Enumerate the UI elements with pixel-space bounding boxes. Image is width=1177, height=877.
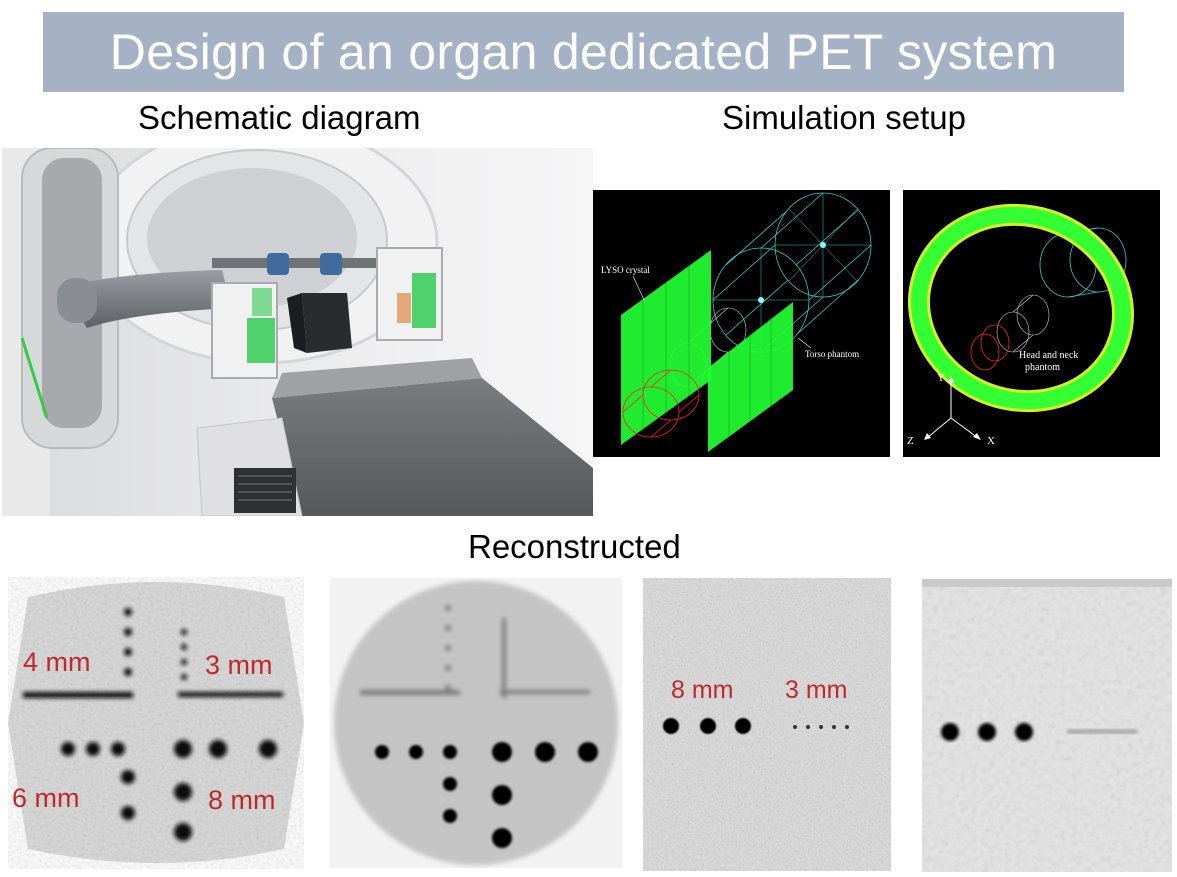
reconstructed-heading: Reconstructed xyxy=(468,528,681,565)
recon1-6mm-label: 6 mm xyxy=(12,783,80,813)
page-title: Design of an organ dedicated PET system xyxy=(109,24,1058,80)
recon3-8mm-label: 8 mm xyxy=(671,676,734,704)
title-bar: Design of an organ dedicated PET system xyxy=(43,12,1124,92)
recon-image-4 xyxy=(922,579,1172,872)
recon-image-2 xyxy=(330,578,622,868)
head-neck-label-line1: Head and neck xyxy=(1019,350,1078,361)
axis-z-label: Z xyxy=(907,435,914,447)
lyso-label: LYSO crystal xyxy=(601,265,650,275)
axis-x-label: X xyxy=(987,435,995,447)
recon-image-3: 8 mm 3 mm xyxy=(643,578,891,871)
recon1-4mm-label: 4 mm xyxy=(23,647,91,677)
axis-y-label: Y xyxy=(937,372,945,384)
torso-label: Torso phantom xyxy=(805,349,859,359)
recon-image-1: 4 mm 3 mm 6 mm 8 mm xyxy=(8,577,304,869)
head-neck-label-line2: phantom xyxy=(1025,362,1060,373)
simulation-panel-planar: LYSO crystal Torso phantom xyxy=(593,190,890,457)
simulation-heading: Simulation setup xyxy=(722,99,966,136)
recon1-3mm-label: 3 mm xyxy=(205,650,273,680)
simulation-panel-ring: Head and neck phantom Y Z X xyxy=(903,190,1160,457)
schematic-render xyxy=(2,148,593,516)
recon1-8mm-label: 8 mm xyxy=(208,785,276,815)
recon3-3mm-label: 3 mm xyxy=(785,676,848,704)
schematic-heading: Schematic diagram xyxy=(138,99,421,136)
